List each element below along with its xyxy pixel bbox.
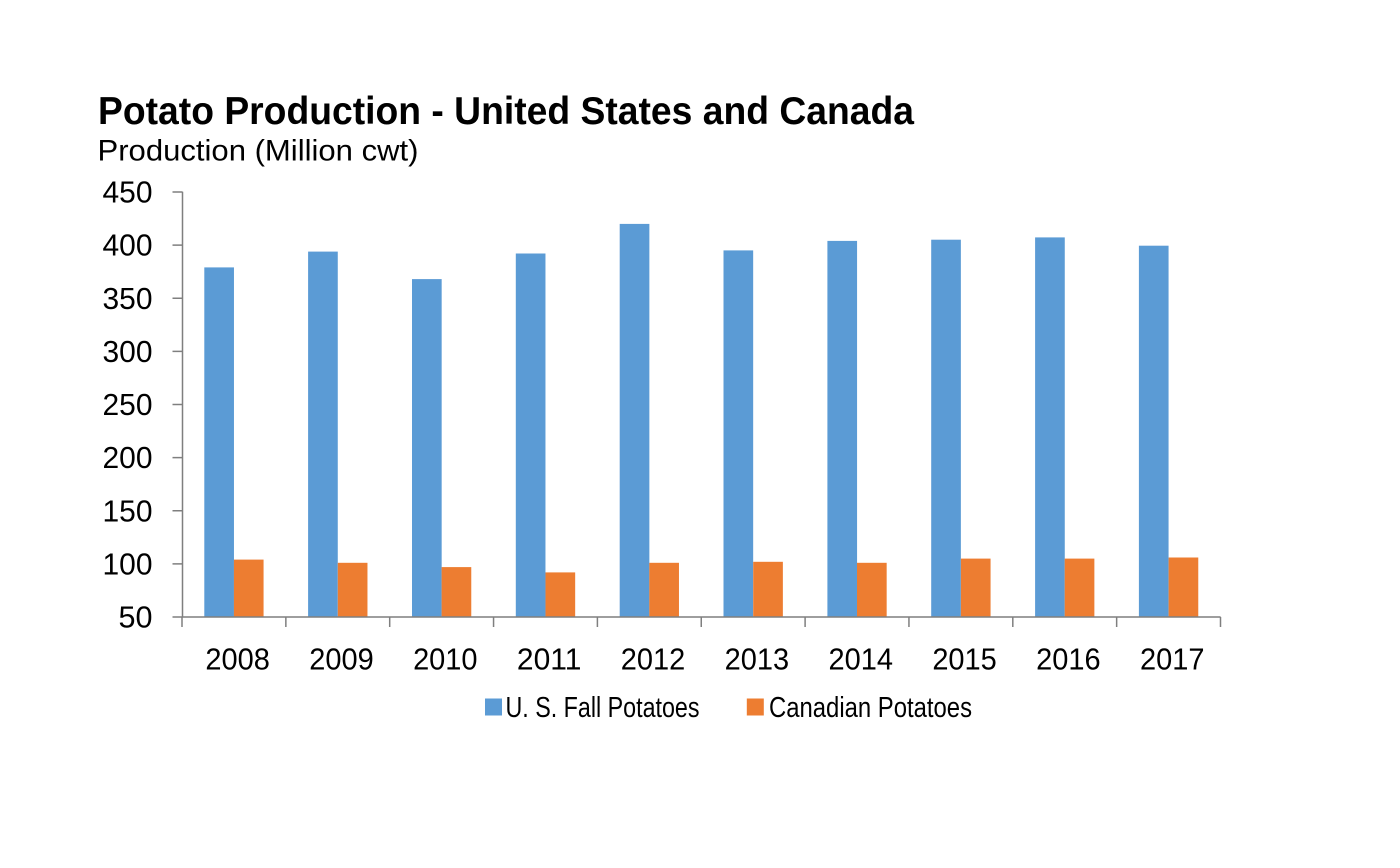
svg-text:2010: 2010: [413, 641, 478, 676]
svg-text:2009: 2009: [309, 641, 374, 676]
svg-text:2013: 2013: [725, 641, 790, 676]
svg-text:400: 400: [103, 228, 153, 263]
svg-text:50: 50: [119, 600, 153, 635]
svg-text:2014: 2014: [828, 641, 893, 676]
svg-text:100: 100: [103, 546, 153, 581]
svg-text:2017: 2017: [1140, 641, 1205, 676]
svg-text:150: 150: [103, 493, 153, 528]
svg-text:Production (Million cwt): Production (Million cwt): [98, 134, 419, 167]
svg-text:U. S. Fall Potatoes: U. S. Fall Potatoes: [506, 692, 700, 724]
svg-text:2015: 2015: [932, 641, 997, 676]
svg-text:Canadian Potatoes: Canadian Potatoes: [769, 692, 972, 724]
svg-text:2016: 2016: [1036, 641, 1101, 676]
svg-text:250: 250: [103, 387, 153, 422]
svg-text:Potato Production - United Sta: Potato Production - United States and Ca…: [98, 90, 914, 133]
svg-text:2011: 2011: [517, 641, 582, 676]
svg-text:300: 300: [103, 334, 153, 369]
svg-text:2012: 2012: [621, 641, 686, 676]
svg-text:450: 450: [103, 175, 153, 210]
svg-text:200: 200: [103, 440, 153, 475]
svg-text:350: 350: [103, 281, 153, 316]
svg-text:2008: 2008: [205, 641, 270, 676]
